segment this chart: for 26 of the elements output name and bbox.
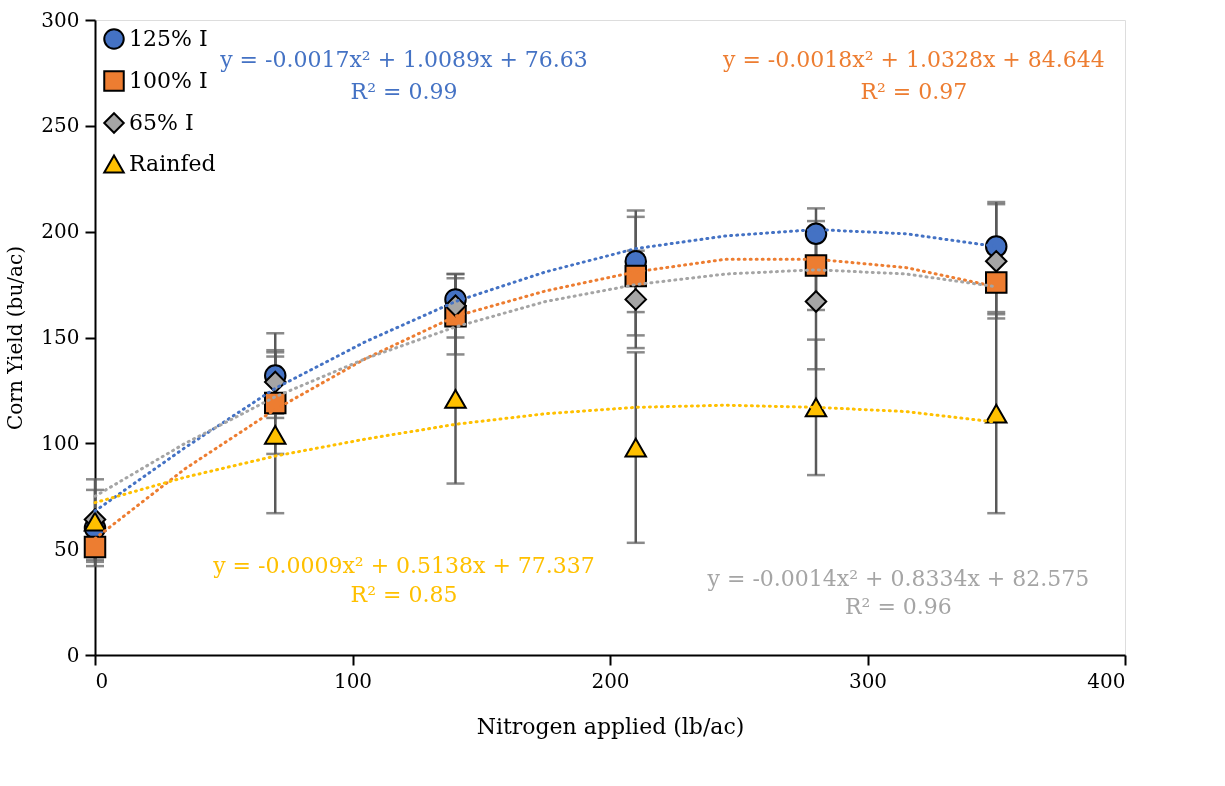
annotation: R² = 0.85	[350, 581, 458, 607]
x-axis-title: Nitrogen applied (lb/ac)	[476, 713, 745, 739]
x-tick-label: 400	[1087, 668, 1126, 693]
annotation: R² = 0.99	[350, 78, 458, 104]
y-tick-label: 0	[66, 642, 80, 667]
x-tick-label: 0	[95, 668, 109, 693]
annotation: y = -0.0014x² + 0.8334x + 82.575	[706, 565, 1090, 591]
y-tick-label: 200	[41, 219, 80, 244]
legend-label: Rainfed	[129, 151, 216, 176]
y-tick-label: 50	[54, 536, 80, 561]
annotation: y = -0.0009x² + 0.5138x + 77.337	[212, 553, 595, 579]
legend-label: 100% I	[129, 68, 208, 93]
x-tick-label: 300	[848, 668, 888, 693]
legend-label: 125% I	[129, 26, 208, 51]
x-tick-label: 200	[591, 668, 630, 693]
y-tick-label: 100	[41, 430, 80, 455]
annotation: y = -0.0018x² + 1.0328x + 84.644	[722, 47, 1105, 73]
y-tick-label: 150	[41, 325, 80, 349]
annotation: R² = 0.96	[845, 594, 952, 620]
annotation: R² = 0.97	[860, 78, 968, 104]
y-tick-label: 250	[41, 113, 80, 138]
legend-label: 65% I	[129, 110, 194, 135]
x-tick-label: 100	[333, 668, 373, 693]
annotation: y = -0.0017x² + 1.0089x + 76.63	[219, 47, 588, 73]
y-axis-title: Corn Yield (bu/ac)	[3, 246, 28, 430]
y-tick-label: 300	[41, 7, 80, 32]
